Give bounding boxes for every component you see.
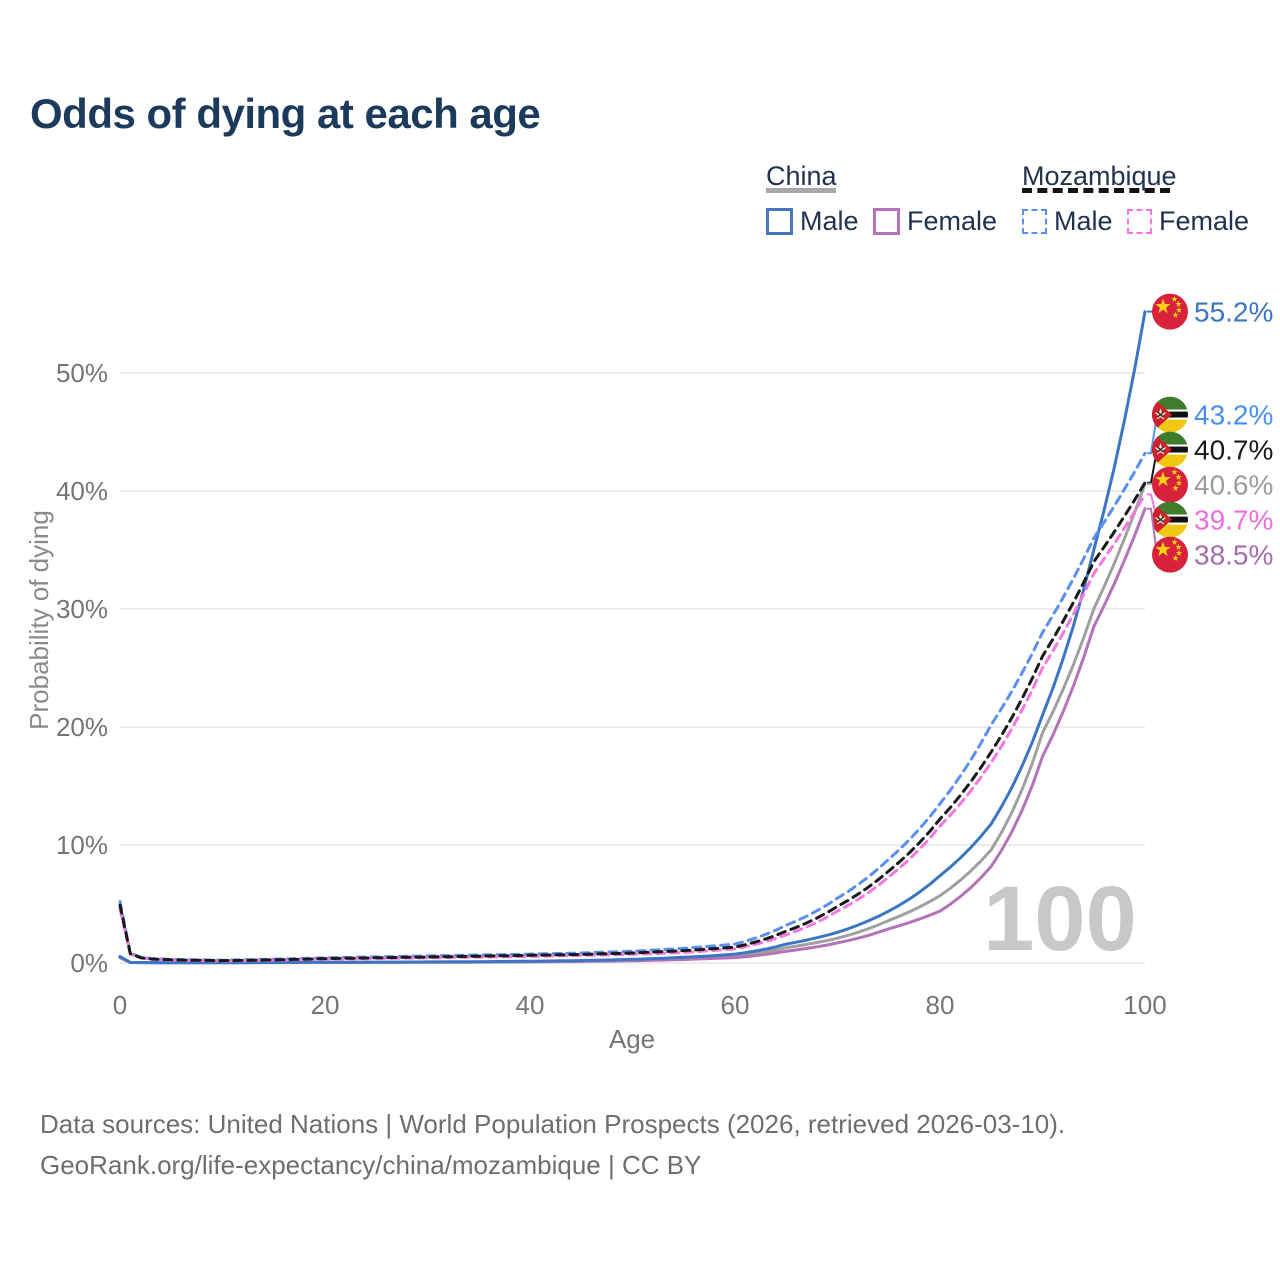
- hovered-age-watermark: 100: [983, 868, 1137, 970]
- flag-icon-mozambique: [1152, 397, 1188, 433]
- y-tick-label: 0%: [70, 948, 108, 978]
- legend-item-china-male[interactable]: Male: [766, 206, 859, 237]
- end-label-value: 43.2%: [1194, 400, 1273, 431]
- end-label-leader: [1147, 414, 1158, 455]
- legend-item-label: Female: [907, 206, 998, 236]
- legend-swatch-mozambique-female: [1127, 209, 1152, 234]
- legend-swatch-mozambique-male: [1022, 209, 1047, 234]
- end-label-value: 40.6%: [1194, 470, 1273, 501]
- end-label-value: 38.5%: [1194, 540, 1273, 571]
- end-label-leader: [1147, 449, 1158, 484]
- x-tick-label: 60: [721, 990, 750, 1020]
- series-line-mozambique-average[interactable]: [118, 481, 1147, 963]
- y-axis-title: Probability of dying: [24, 510, 54, 730]
- legend-item-mozambique-male[interactable]: Male: [1022, 206, 1113, 237]
- legend-item-label: Male: [1054, 206, 1113, 236]
- flag-icon-china: [1152, 467, 1188, 503]
- series-lines-layer: [118, 310, 1147, 965]
- source-url-line: GeoRank.org/life-expectancy/china/mozamb…: [40, 1150, 702, 1180]
- legend-swatch-china-female: [873, 208, 900, 235]
- x-tick-label: 0: [113, 990, 127, 1020]
- y-tick-label: 20%: [56, 712, 108, 742]
- legend-swatch-china-male: [766, 208, 793, 235]
- legend-item-label: Male: [800, 206, 859, 236]
- y-tick-label: 30%: [56, 594, 108, 624]
- end-label-value: 39.7%: [1194, 505, 1273, 536]
- flag-icon-mozambique: [1152, 432, 1188, 468]
- data-sources-line: Data sources: United Nations | World Pop…: [40, 1109, 1066, 1139]
- end-label-leader: [1147, 507, 1158, 555]
- series-line-china-male[interactable]: [118, 310, 1147, 965]
- flag-icon-china: [1152, 294, 1188, 330]
- end-label-value: 40.7%: [1194, 435, 1273, 466]
- x-tick-label: 80: [926, 990, 955, 1020]
- y-tick-label: 50%: [56, 358, 108, 388]
- axis-labels-layer: 0% 10% 20% 30% 40% 50% 0 20 40 60 80 100: [56, 358, 1167, 1020]
- page-title: Odds of dying at each age: [30, 90, 541, 137]
- end-labels-layer: 55.2% 43.2% 40.7% 40.6% 39.7% 38.5%: [1147, 294, 1273, 573]
- y-tick-label: 10%: [56, 830, 108, 860]
- legend-item-china-female[interactable]: Female: [873, 206, 997, 237]
- attribution-footer: Data sources: United Nations | World Pop…: [40, 1104, 1065, 1186]
- x-tick-label: 20: [311, 990, 340, 1020]
- legend-item-label: Female: [1159, 206, 1250, 236]
- flag-icon-mozambique: [1152, 502, 1188, 538]
- y-tick-label: 40%: [56, 476, 108, 506]
- legend-item-mozambique-female[interactable]: Female: [1127, 206, 1249, 237]
- end-label-value: 55.2%: [1194, 297, 1273, 328]
- flag-icon-china: [1152, 537, 1188, 573]
- x-axis-title: Age: [609, 1024, 655, 1054]
- x-tick-label: 100: [1123, 990, 1166, 1020]
- x-tick-label: 40: [516, 990, 545, 1020]
